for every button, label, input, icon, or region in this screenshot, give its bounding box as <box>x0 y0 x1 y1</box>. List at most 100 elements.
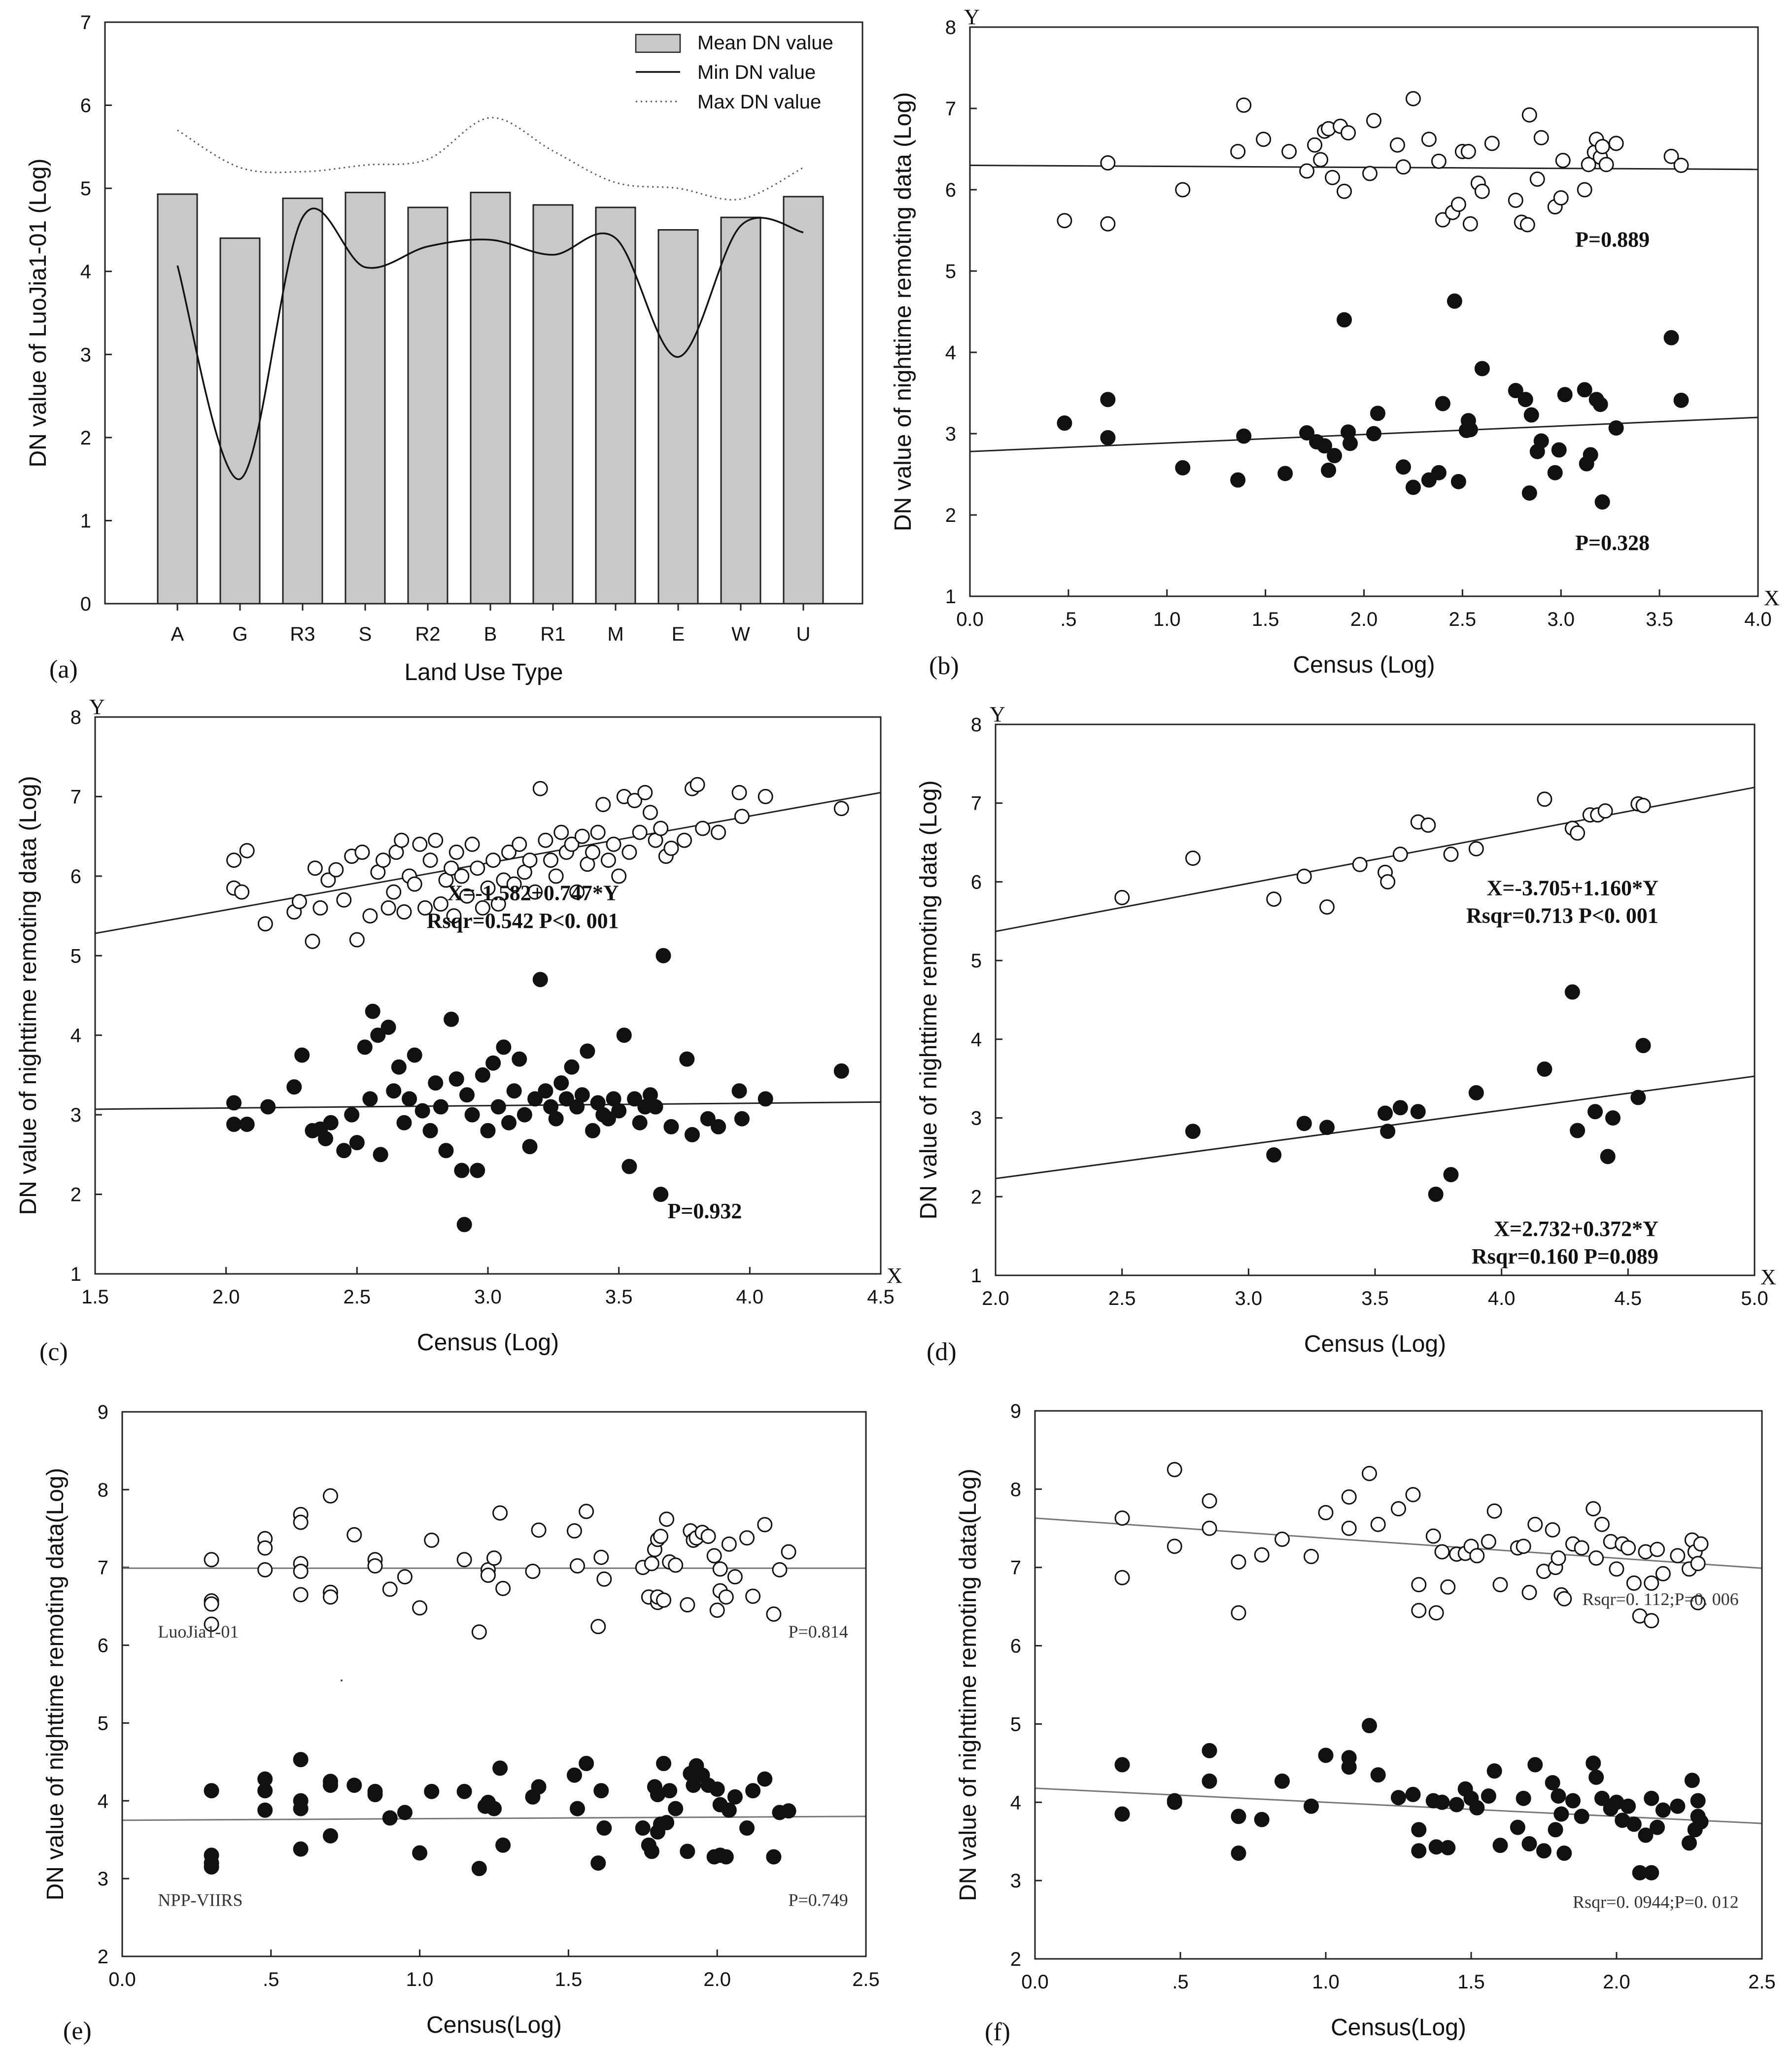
x-tick-label-b: 3.0 <box>1547 609 1575 630</box>
open-point <box>1304 1548 1319 1564</box>
legend-label-max: Max DN value <box>697 91 821 113</box>
filled-point <box>596 1820 612 1836</box>
open-point <box>1626 1575 1642 1591</box>
filled-point <box>293 1801 309 1816</box>
open-point <box>1594 1516 1610 1532</box>
filled-point <box>757 1771 773 1787</box>
y-tick-label-c: 5 <box>70 945 81 967</box>
x-tick-label-e: 1.5 <box>555 1969 583 1990</box>
filled-point <box>655 948 671 963</box>
bar-A <box>157 193 198 605</box>
filled-point <box>1564 984 1580 1000</box>
filled-point <box>1175 460 1191 476</box>
open-point <box>1620 1540 1636 1556</box>
y-tick-label-a: 3 <box>80 344 91 366</box>
filled-point <box>336 1143 352 1159</box>
y-tick-label-c: 1 <box>70 1264 81 1285</box>
y-tick-label-c: 6 <box>70 866 81 888</box>
open-point <box>1420 817 1436 833</box>
x-axis-title-d: Census (Log) <box>1304 1331 1446 1357</box>
panel-d: 1 2 3 4 5 6 7 8 2.0 2.5 3.0 3.5 4.0 4.5 5.0 X=-3.705+1.… <box>916 702 1776 1366</box>
open-point <box>1585 1501 1601 1517</box>
open-point <box>417 900 433 916</box>
x-tick-label-d: 2.0 <box>982 1288 1009 1309</box>
y-tick-label-a: 7 <box>80 12 91 34</box>
corner-y-d: Y <box>990 702 1005 726</box>
open-point <box>1519 217 1535 233</box>
open-point <box>1405 91 1421 106</box>
filled-point <box>721 1802 737 1818</box>
y-axis-title-d: DN value of nighttime remoting data (Log… <box>916 780 942 1219</box>
filled-point <box>663 1119 679 1134</box>
filled-point <box>1588 1769 1604 1785</box>
filled-point <box>758 1091 773 1107</box>
open-point <box>1380 874 1396 889</box>
bar-R1 <box>532 204 574 605</box>
open-point <box>1434 1544 1450 1560</box>
x-category-label: E <box>672 623 685 645</box>
open-point <box>656 1592 672 1608</box>
filled-point <box>501 1115 517 1130</box>
x-tick-label-e: 1.0 <box>406 1969 434 1990</box>
open-point <box>689 777 705 792</box>
filled-point <box>486 1801 502 1816</box>
filled-point <box>1405 479 1421 495</box>
open-point <box>346 1527 362 1542</box>
y-axis-title-c: DN value of nighttime remoting data (Log… <box>15 776 41 1215</box>
open-point <box>1411 1603 1427 1618</box>
open-point <box>293 1564 309 1579</box>
filled-point <box>1508 383 1523 399</box>
filled-point <box>257 1783 273 1799</box>
open-point <box>632 824 648 840</box>
open-point <box>1570 825 1585 841</box>
filled-point <box>492 1760 508 1776</box>
x-tick-label-b: 4.0 <box>1744 609 1772 630</box>
filled-point <box>527 1091 543 1107</box>
fit-line-npp-viirs <box>970 416 1758 452</box>
open-point <box>653 1529 669 1544</box>
filled-point <box>711 1119 726 1134</box>
filled-point <box>239 1117 255 1132</box>
open-point <box>471 1624 487 1640</box>
filled-point <box>471 1861 487 1877</box>
panel-label-c: (c) <box>39 1338 68 1366</box>
y-tick-label-e: 6 <box>98 1635 108 1657</box>
filled-point <box>1185 1124 1201 1139</box>
filled-point <box>621 1159 637 1174</box>
y-tick-label-a: 6 <box>80 95 91 117</box>
x-tick-label-b: 0.0 <box>956 609 984 630</box>
filled-point <box>454 1163 470 1178</box>
open-point <box>642 805 658 821</box>
filled-point <box>286 1079 302 1095</box>
y-axis-title-b: DN value of nighttime remoting data (Log… <box>890 92 916 531</box>
open-point <box>323 1589 339 1605</box>
panel-e: 2 3 4 5 6 7 8 9 0.0 .5 1.0 1.5 2.0 2.5 LuoJia1-01 P=0.8… <box>42 1402 880 2045</box>
open-point <box>492 1505 508 1521</box>
corner-x-b: X <box>1764 586 1780 610</box>
open-point <box>397 1569 413 1585</box>
filled-point <box>293 1841 309 1857</box>
filled-point <box>593 1783 609 1799</box>
x-category-label: S <box>359 623 372 645</box>
open-point <box>606 836 621 852</box>
filled-point <box>318 1131 334 1147</box>
y-tick-label-d: 5 <box>971 950 982 972</box>
x-category-label: W <box>731 623 750 645</box>
filled-point <box>1521 485 1537 501</box>
open-point <box>1389 137 1405 153</box>
open-point <box>1650 1541 1665 1557</box>
filled-point <box>627 1091 643 1107</box>
open-point <box>1114 889 1130 905</box>
y-tick-label-f: 3 <box>1010 1870 1021 1892</box>
open-point <box>307 860 323 876</box>
y-tick-label-d: 3 <box>971 1108 982 1129</box>
x-tick-label-d: 4.5 <box>1615 1288 1642 1309</box>
filled-point <box>1411 1843 1427 1859</box>
min-dn-curve <box>176 207 804 480</box>
open-point <box>1481 1534 1496 1549</box>
filled-point <box>1594 1790 1610 1806</box>
annotation-b-0: P=0.889 <box>1575 228 1650 252</box>
filled-point <box>1304 1798 1319 1814</box>
filled-point <box>459 1087 475 1103</box>
open-point <box>1230 143 1246 159</box>
